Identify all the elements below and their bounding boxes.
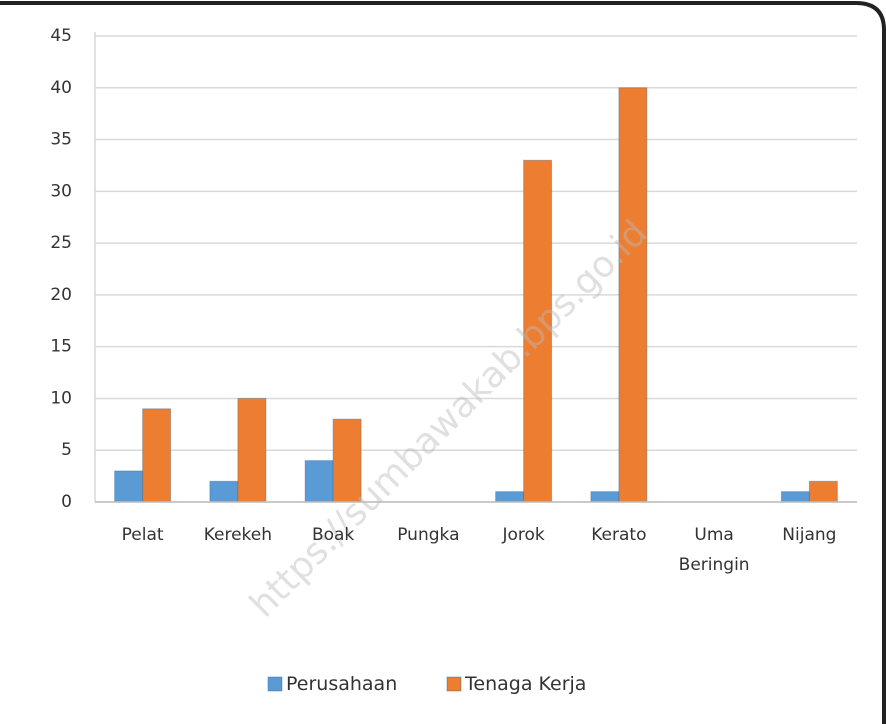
y-tick-label: 15 (50, 337, 72, 357)
y-tick-label: 25 (50, 233, 72, 253)
x-tick-label: Kerekeh (203, 525, 273, 545)
bar (332, 418, 362, 503)
bar (780, 491, 810, 503)
bar (209, 480, 239, 503)
x-tick-label: Kerato (591, 525, 647, 545)
x-tick-label: Boak (311, 525, 355, 545)
bar (618, 87, 648, 503)
y-tick-label: 5 (61, 440, 72, 460)
bar (495, 491, 525, 503)
x-tick-label: Uma Beringin (678, 525, 750, 575)
x-tick-label: Pelat (121, 525, 164, 545)
bar (590, 491, 620, 503)
y-tick-label: 0 (61, 492, 72, 512)
bar (304, 460, 334, 503)
bar (114, 470, 144, 503)
y-tick-label: 35 (50, 130, 72, 150)
bar (142, 408, 172, 503)
watermark: https://sumbawakab.bps.go.id (242, 212, 655, 625)
y-tick-label: 45 (50, 26, 72, 46)
y-tick-label: 20 (50, 285, 72, 305)
bar (523, 159, 553, 503)
y-tick-label: 30 (50, 181, 72, 201)
legend-label: Tenaga Kerja (465, 673, 587, 695)
legend-label: Perusahaan (286, 673, 398, 695)
x-tick-label: Pungka (397, 525, 460, 545)
y-tick-label: 10 (50, 388, 72, 408)
x-tick-label: Nijang (782, 525, 837, 545)
bar (237, 397, 267, 503)
legend-swatch (267, 676, 283, 692)
y-tick-label: 40 (50, 78, 72, 98)
legend-swatch (446, 676, 462, 692)
bar (808, 480, 838, 503)
x-tick-label: Jorok (502, 525, 545, 545)
